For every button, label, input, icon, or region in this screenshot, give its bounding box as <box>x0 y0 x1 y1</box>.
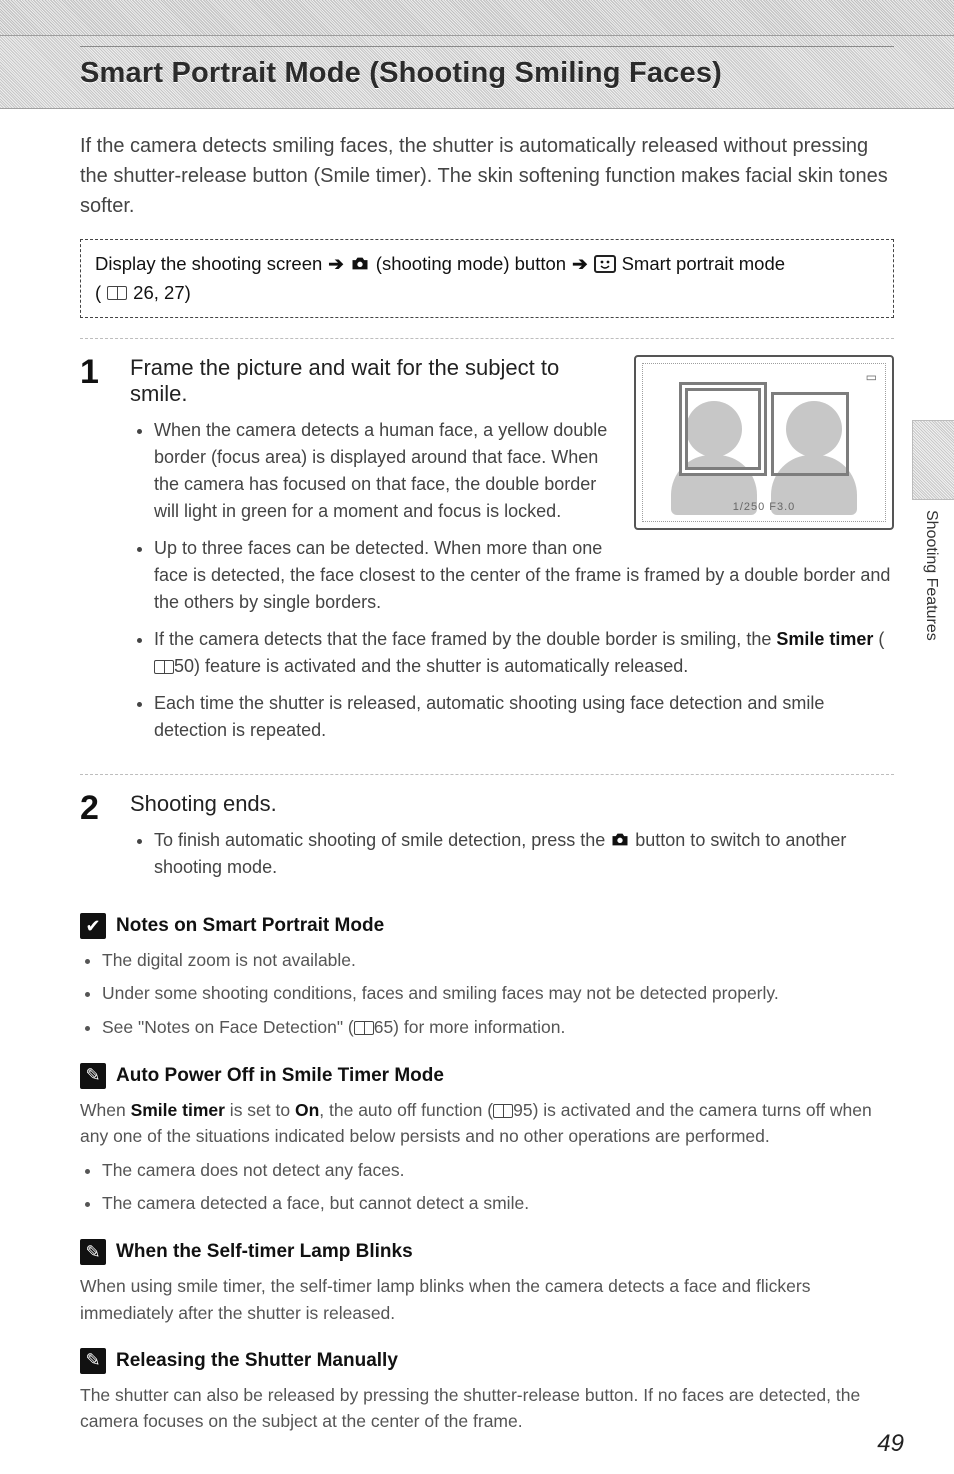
bold-text: Smile timer <box>131 1100 225 1120</box>
text: is set to <box>225 1100 295 1120</box>
note-self-timer-lamp: ✎ When the Self-timer Lamp Blinks When u… <box>80 1239 894 1326</box>
bullet: If the camera detects that the face fram… <box>154 626 894 680</box>
bullet: Each time the shutter is released, autom… <box>154 690 894 744</box>
note-manual-shutter: ✎ Releasing the Shutter Manually The shu… <box>80 1348 894 1435</box>
bullet: To finish automatic shooting of smile de… <box>154 827 894 881</box>
arrow-icon: ➔ <box>572 250 588 279</box>
page-ref-icon <box>107 286 127 300</box>
check-icon: ✔ <box>80 913 106 939</box>
text: , the auto off function ( <box>319 1100 493 1120</box>
camera-icon <box>610 832 630 848</box>
bullet: Up to three faces can be detected. When … <box>154 535 894 616</box>
text: See "Notes on Face Detection" ( <box>102 1017 354 1037</box>
nav-text: Smart portrait mode <box>622 250 785 279</box>
step-number: 1 <box>80 355 108 754</box>
arrow-icon: ➔ <box>328 250 344 279</box>
nav-pages: 26, 27) <box>133 279 191 308</box>
focus-box-double <box>679 382 767 476</box>
open-paren: ( <box>95 279 101 308</box>
note-title: Releasing the Shutter Manually <box>116 1350 398 1372</box>
note-title: Notes on Smart Portrait Mode <box>116 915 384 937</box>
divider <box>80 338 894 339</box>
step-heading: Shooting ends. <box>130 791 894 817</box>
bold-text: Smile timer <box>776 629 873 649</box>
navigation-box: Display the shooting screen ➔ (shooting … <box>80 239 894 318</box>
page-ref-icon <box>493 1104 513 1118</box>
sd-card-icon: ▭ <box>866 370 877 384</box>
nav-text: (shooting mode) button <box>376 250 566 279</box>
side-tab: Shooting Features <box>912 420 954 651</box>
side-tab-dither <box>912 420 954 500</box>
intro-paragraph: If the camera detects smiling faces, the… <box>80 131 894 221</box>
note-bullet: The camera does not detect any faces. <box>102 1157 894 1184</box>
note-title: Auto Power Off in Smile Timer Mode <box>116 1065 444 1087</box>
lcd-illustration: ▭ 1/250 F3.0 <box>634 355 894 530</box>
step-2: 2 Shooting ends. To finish automatic sho… <box>80 791 894 891</box>
manual-page: Smart Portrait Mode (Shooting Smiling Fa… <box>0 0 954 1474</box>
title-band: Smart Portrait Mode (Shooting Smiling Fa… <box>0 36 954 109</box>
step-1: 1 ▭ 1/250 F3.0 Frame the picture and wai… <box>80 355 894 754</box>
text: To finish automatic shooting of smile de… <box>154 830 610 850</box>
pencil-icon: ✎ <box>80 1063 106 1089</box>
text: When <box>80 1100 131 1120</box>
note-bullet: The camera detected a face, but cannot d… <box>102 1190 894 1217</box>
text: 65) for more information. <box>374 1017 566 1037</box>
text: If the camera detects that the face fram… <box>154 629 776 649</box>
pencil-icon: ✎ <box>80 1239 106 1265</box>
text: 50) feature is activated and the shutter… <box>174 656 688 676</box>
note-paragraph: The shutter can also be released by pres… <box>80 1382 894 1435</box>
divider <box>80 774 894 775</box>
bold-text: On <box>295 1100 319 1120</box>
nav-text: Display the shooting screen <box>95 250 322 279</box>
note-bullet: See "Notes on Face Detection" ( 65) for m… <box>102 1014 894 1041</box>
note-title: When the Self-timer Lamp Blinks <box>116 1241 413 1263</box>
note-smart-portrait: ✔ Notes on Smart Portrait Mode The digit… <box>80 913 894 1040</box>
note-bullet: The digital zoom is not available. <box>102 947 894 974</box>
top-halftone-band <box>0 0 954 36</box>
smart-portrait-icon <box>594 255 616 273</box>
lcd-readout: 1/250 F3.0 <box>733 501 796 513</box>
title-rule <box>80 46 894 47</box>
page-number: 49 <box>877 1430 904 1458</box>
pencil-icon: ✎ <box>80 1348 106 1374</box>
note-paragraph: When using smile timer, the self-timer l… <box>80 1273 894 1326</box>
step-number: 2 <box>80 791 108 891</box>
focus-box-single <box>771 392 849 476</box>
note-auto-power-off: ✎ Auto Power Off in Smile Timer Mode Whe… <box>80 1063 894 1218</box>
page-title: Smart Portrait Mode (Shooting Smiling Fa… <box>80 57 894 90</box>
page-ref-icon <box>354 1021 374 1035</box>
side-tab-label: Shooting Features <box>912 500 950 651</box>
text: ( <box>873 629 884 649</box>
page-ref-icon <box>154 660 174 674</box>
note-bullet: Under some shooting conditions, faces an… <box>102 980 894 1007</box>
camera-icon <box>350 256 370 272</box>
note-paragraph: When Smile timer is set to On, the auto … <box>80 1097 894 1150</box>
